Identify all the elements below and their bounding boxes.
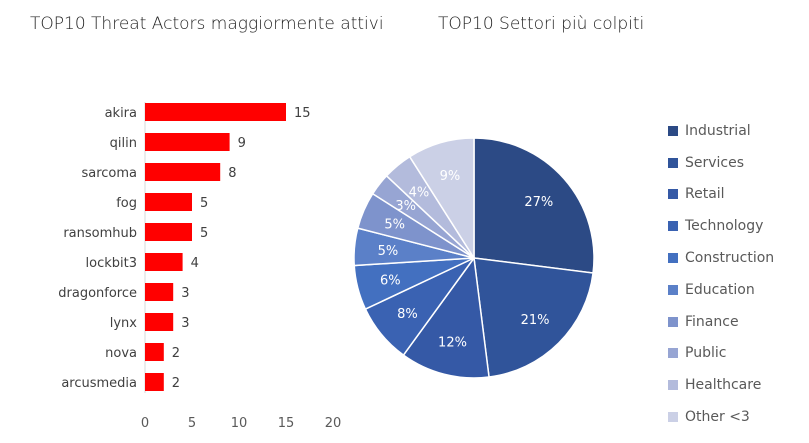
legend-swatch xyxy=(668,412,678,423)
pie-data-label: 5% xyxy=(384,218,405,233)
legend-label: Construction xyxy=(685,250,775,267)
pie-slice xyxy=(473,137,595,274)
legend-item: Retail xyxy=(668,179,774,211)
legend-item: Technology xyxy=(668,210,774,242)
legend-item: Finance xyxy=(668,306,774,338)
x-tick-label: 10 xyxy=(231,416,248,431)
category-label: lockbit3 xyxy=(86,256,137,271)
legend-label: Education xyxy=(685,281,755,298)
legend-swatch xyxy=(668,284,678,295)
legend-label: Technology xyxy=(685,218,764,235)
legend-swatch xyxy=(668,380,678,391)
bar xyxy=(145,313,174,331)
pie-data-label: 5% xyxy=(378,244,399,259)
legend-swatch xyxy=(668,157,678,168)
pie-data-label: 4% xyxy=(409,185,430,200)
data-label: 15 xyxy=(294,106,311,121)
legend-label: Other <3 xyxy=(685,409,750,426)
pie-data-label: 6% xyxy=(380,273,401,288)
pie-data-label: 21% xyxy=(521,313,550,328)
legend-item: Education xyxy=(668,274,774,306)
bar xyxy=(145,283,174,301)
bar xyxy=(145,133,230,151)
legend-swatch xyxy=(668,189,678,200)
legend-swatch xyxy=(668,125,678,136)
bar xyxy=(145,163,221,181)
legend-label: Retail xyxy=(685,186,725,203)
x-tick-label: 5 xyxy=(188,416,196,431)
legend-item: Healthcare xyxy=(668,369,774,401)
category-label: arcusmedia xyxy=(61,376,137,391)
pie-data-label: 8% xyxy=(397,307,418,322)
pie-data-label: 9% xyxy=(440,169,461,184)
legend-item: Construction xyxy=(668,242,774,274)
pie-chart-title: TOP10 Settori più colpiti xyxy=(438,14,645,34)
data-label: 2 xyxy=(172,376,180,391)
category-label: akira xyxy=(105,106,137,121)
pie-data-label: 12% xyxy=(438,336,467,351)
bar xyxy=(145,373,164,391)
pie-slice xyxy=(402,256,490,379)
pie-legend: Industrial Services Retail Technology Constr… xyxy=(668,115,774,433)
x-tick-label: 15 xyxy=(278,416,295,431)
legend-label: Public xyxy=(685,345,727,362)
legend-swatch xyxy=(668,221,678,232)
pie-data-label: 27% xyxy=(524,195,553,210)
bar xyxy=(145,253,183,271)
pie-data-label: 3% xyxy=(395,199,416,214)
legend-item: Public xyxy=(668,338,774,370)
data-label: 3 xyxy=(181,316,189,331)
x-tick-label: 20 xyxy=(325,416,342,431)
legend-label: Finance xyxy=(685,313,739,330)
legend-swatch xyxy=(668,253,678,264)
x-tick-label: 0 xyxy=(141,416,149,431)
legend-item: Other <3 xyxy=(668,401,774,433)
data-label: 5 xyxy=(200,226,208,241)
bar xyxy=(145,193,192,211)
category-label: qilin xyxy=(110,136,137,151)
category-label: lynx xyxy=(110,316,138,331)
data-label: 8 xyxy=(228,166,236,181)
legend-item: Services xyxy=(668,147,774,179)
category-label: sarcoma xyxy=(81,166,137,181)
legend-swatch xyxy=(668,348,678,359)
category-label: fog xyxy=(116,196,137,211)
legend-label: Healthcare xyxy=(685,377,762,394)
category-label: ransomhub xyxy=(63,226,137,241)
data-label: 2 xyxy=(172,346,180,361)
pie-slice xyxy=(408,137,475,261)
data-label: 9 xyxy=(238,136,246,151)
category-label: dragonforce xyxy=(58,286,137,301)
data-label: 3 xyxy=(181,286,189,301)
legend-label: Services xyxy=(685,154,745,171)
legend-item: Industrial xyxy=(668,115,774,147)
legend-label: Industrial xyxy=(685,122,751,139)
legend-swatch xyxy=(668,316,678,327)
bar xyxy=(145,223,192,241)
bar xyxy=(145,103,286,121)
data-label: 5 xyxy=(200,196,208,211)
bar-chart-title: TOP10 Threat Actors maggiormente attivi xyxy=(30,14,384,34)
data-label: 4 xyxy=(191,256,199,271)
bar xyxy=(145,343,164,361)
pie-slice xyxy=(473,257,594,378)
category-label: nova xyxy=(105,346,137,361)
